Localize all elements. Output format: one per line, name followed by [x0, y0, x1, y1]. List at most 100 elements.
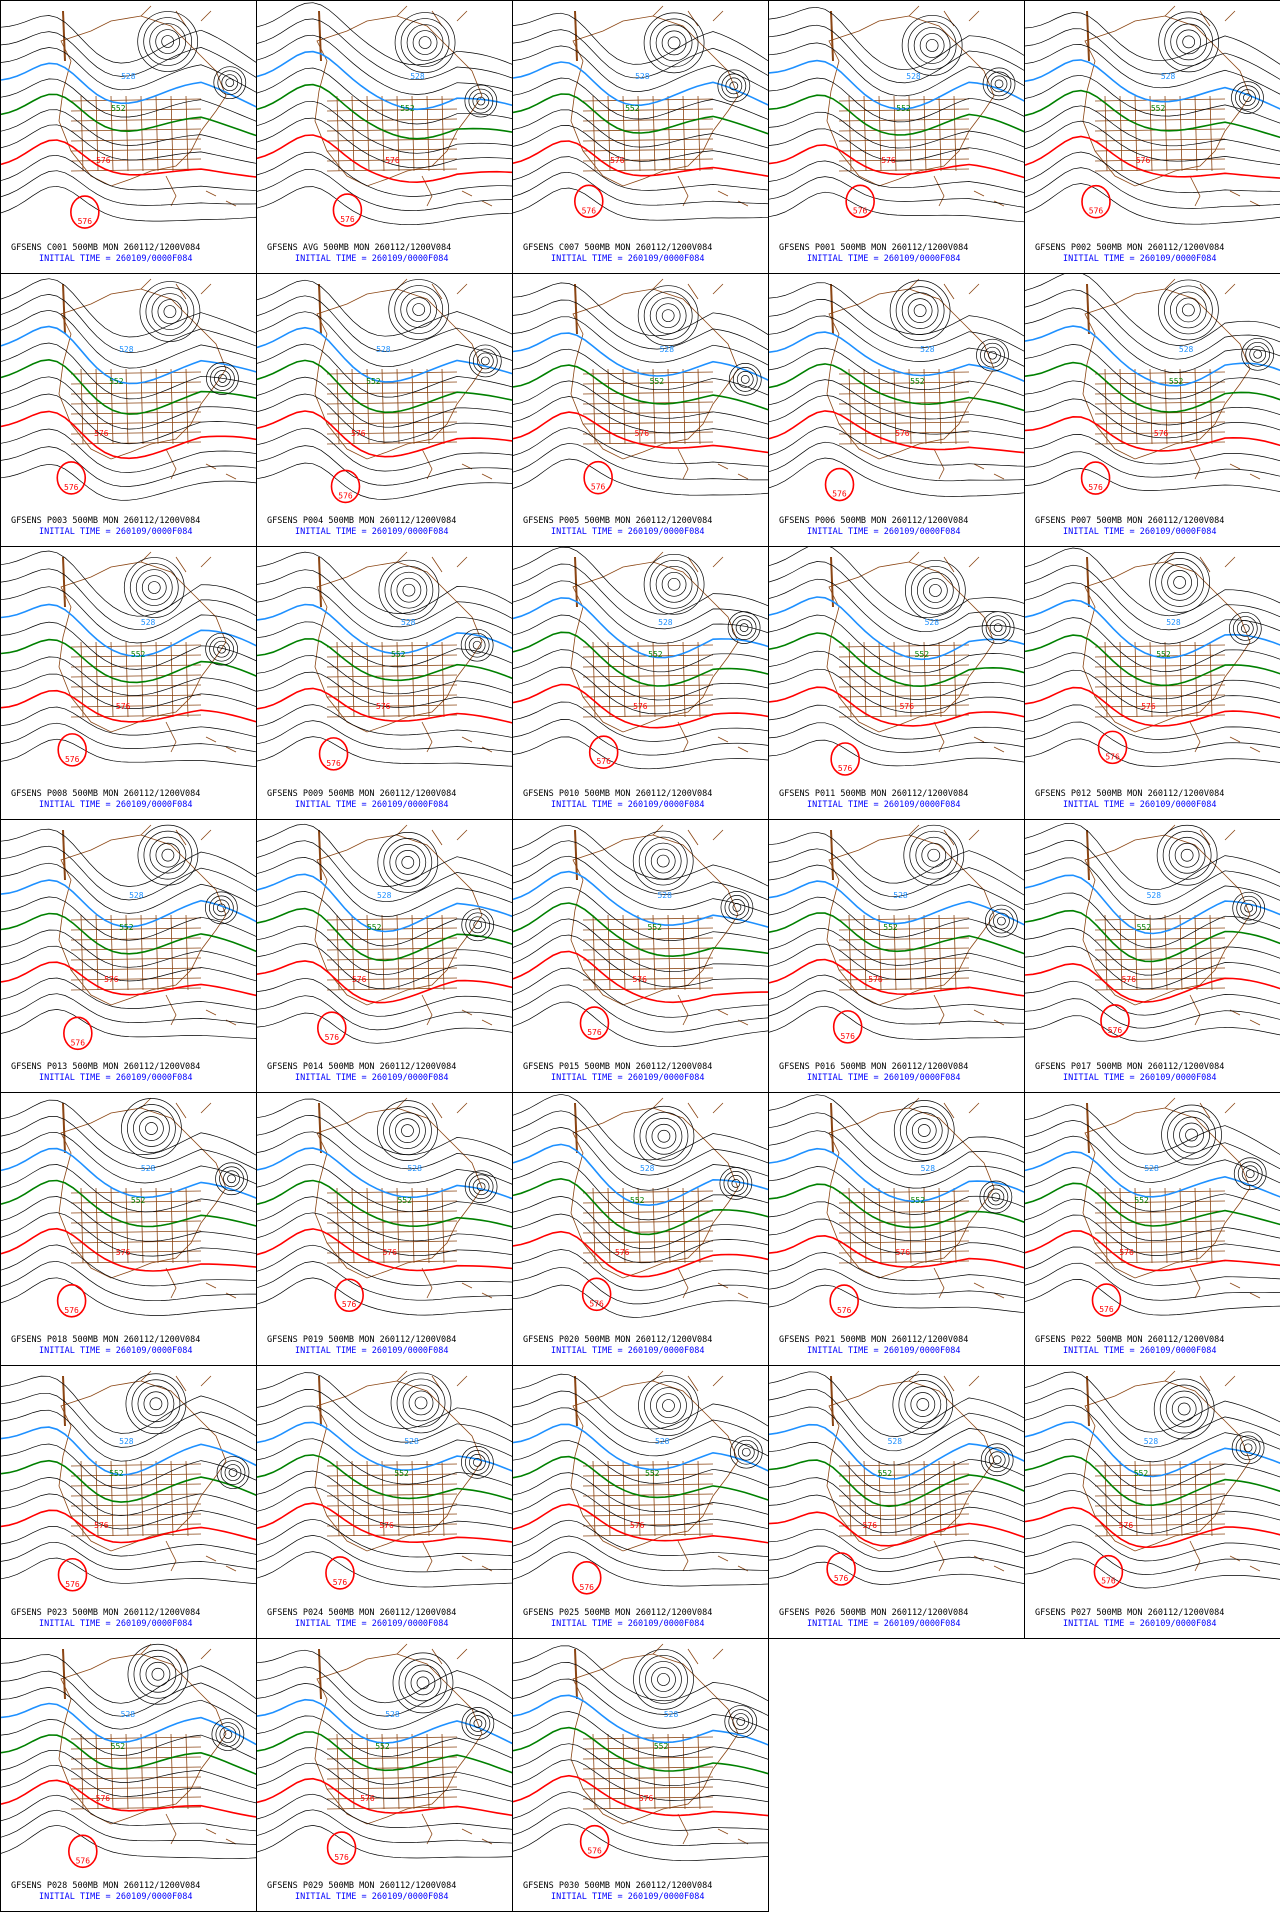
panel-title: GFSENS P015 500MB MON 260112/1200V084 — [523, 1062, 712, 1072]
low-contour — [981, 611, 1015, 645]
height-contour — [257, 704, 512, 738]
coastline — [652, 824, 749, 1026]
contour-label: 576 — [333, 1578, 348, 1587]
coastline — [314, 15, 483, 187]
initial-time: INITIAL TIME = 260109/0000F084 — [39, 1892, 193, 1902]
state-line — [592, 95, 596, 172]
low-contour — [724, 895, 750, 920]
low-contour — [1159, 1384, 1209, 1434]
state-line — [411, 368, 415, 445]
low-contour — [209, 636, 234, 662]
height-contour — [1, 845, 256, 901]
state-line — [838, 684, 970, 688]
height-contour — [769, 1218, 1024, 1255]
low-contour — [465, 1711, 491, 1736]
height-contour — [769, 1094, 1024, 1163]
low-contour — [1236, 620, 1254, 637]
land-outline — [58, 551, 237, 753]
low-contour — [469, 1715, 487, 1732]
state-line — [582, 664, 714, 668]
low-contour — [904, 1386, 942, 1423]
panel-title: GFSENS P027 500MB MON 260112/1200V084 — [1035, 1608, 1224, 1618]
state-line — [351, 1187, 355, 1264]
height-contour — [257, 376, 512, 428]
state-line — [326, 128, 458, 132]
state-line — [426, 641, 430, 718]
low-contour — [731, 615, 757, 640]
state-line — [582, 371, 714, 375]
low-contour — [139, 281, 201, 342]
state-line — [953, 368, 957, 445]
contour-label: 576 — [1099, 1305, 1114, 1314]
closed-576-contour — [326, 1831, 357, 1865]
low-contour — [1177, 1402, 1191, 1416]
low-contour — [473, 1458, 482, 1467]
state-line — [838, 1493, 970, 1497]
land-outline — [826, 1370, 1005, 1572]
low-contour — [402, 1384, 440, 1422]
state-line — [326, 138, 458, 142]
height-contour — [257, 1731, 512, 1774]
state-line — [1094, 714, 1226, 718]
state-line — [838, 967, 970, 971]
state-line — [622, 368, 626, 445]
state-line — [80, 1187, 84, 1264]
contour-label: 576 — [1101, 1577, 1116, 1586]
low-contour — [921, 842, 947, 868]
height-contour — [257, 873, 512, 933]
contour-label: 576 — [840, 1032, 855, 1041]
coastline — [58, 561, 227, 733]
low-contour — [1249, 345, 1267, 363]
state-line — [155, 1460, 159, 1537]
height-contour — [1, 993, 256, 1025]
height-contour — [769, 331, 1024, 383]
low-contour — [643, 291, 693, 341]
contour-label: 552 — [1137, 923, 1152, 932]
state-line — [838, 158, 970, 162]
state-line — [326, 108, 458, 112]
low-contour — [1239, 89, 1256, 106]
low-contour — [161, 35, 175, 48]
state-line — [326, 1786, 458, 1790]
height-contour — [1025, 892, 1280, 948]
height-contour — [769, 160, 1024, 193]
state-line — [326, 1766, 458, 1770]
height-contour — [1, 879, 256, 928]
state-line — [893, 641, 897, 718]
height-contour — [769, 176, 1024, 208]
state-line — [878, 641, 882, 718]
low-contour — [903, 824, 965, 886]
panel-title: GFSENS C001 500MB MON 260112/1200V084 — [11, 243, 200, 253]
height-contour — [769, 912, 1024, 955]
contour-label: 552 — [367, 923, 382, 932]
state-line — [637, 368, 641, 445]
closed-576-contour — [574, 184, 604, 219]
initial-time: INITIAL TIME = 260109/0000F084 — [807, 1073, 961, 1083]
state-line — [326, 401, 458, 405]
height-contour — [1, 722, 256, 753]
state-line — [185, 1460, 189, 1537]
caption-background — [1, 1604, 256, 1638]
state-line — [838, 411, 970, 415]
state-line — [838, 1503, 970, 1507]
closed-576-contour — [330, 469, 361, 504]
state-line — [1209, 641, 1213, 718]
low-contour — [219, 1166, 244, 1192]
state-line — [326, 1746, 458, 1750]
low-contour — [661, 571, 687, 597]
height-contour — [257, 1212, 512, 1257]
height-contour — [257, 960, 512, 1004]
height-contour — [769, 42, 1024, 97]
low-contour — [728, 1709, 754, 1734]
ensemble-panel: 528 552 576 576 GFSENS P027 500MB MON 260112… — [1024, 1365, 1280, 1639]
coastline — [396, 1097, 493, 1299]
contour-label: 576 — [896, 1248, 911, 1257]
state-line — [838, 1463, 970, 1467]
height-contour — [513, 701, 768, 742]
height-contour — [257, 891, 512, 947]
state-line — [1094, 917, 1226, 921]
